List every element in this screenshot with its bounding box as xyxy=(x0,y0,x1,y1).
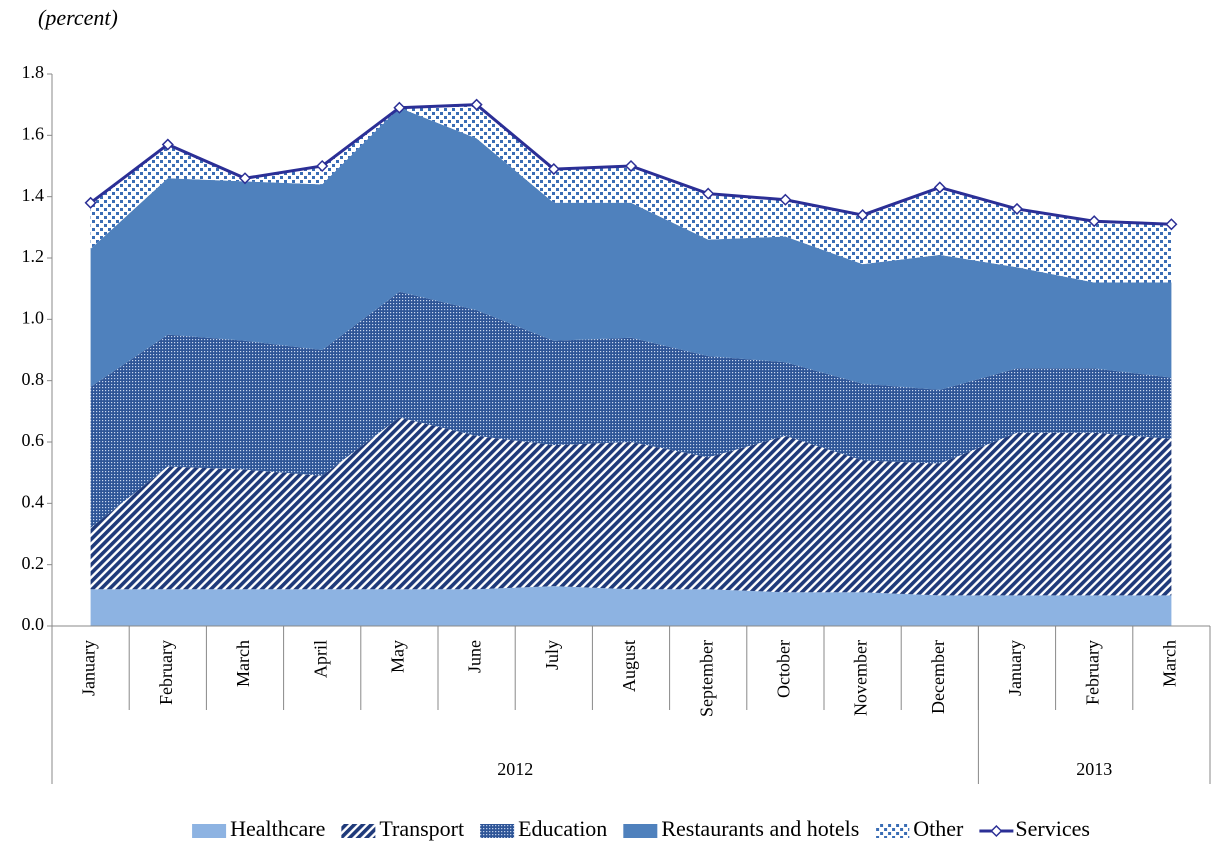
area-3 xyxy=(90,107,1172,390)
area-0 xyxy=(90,586,1172,626)
y-tick-label: 0.2 xyxy=(22,553,45,573)
group-label: 2012 xyxy=(497,759,533,779)
legend-label: Other xyxy=(913,816,964,841)
y-tick-label: 0.6 xyxy=(22,430,45,450)
legend-label: Transport xyxy=(379,816,464,841)
y-axis-label: (percent) xyxy=(38,5,118,30)
x-tick-label: April xyxy=(310,640,330,678)
area-2 xyxy=(90,291,1172,528)
marker xyxy=(161,138,174,151)
x-tick-label: November xyxy=(851,640,871,716)
x-tick-label: July xyxy=(542,640,562,670)
y-tick-label: 1.8 xyxy=(22,62,45,82)
marker xyxy=(316,159,329,173)
marker xyxy=(702,187,715,200)
y-tick-label: 1.2 xyxy=(22,246,45,266)
x-tick-label: March xyxy=(233,640,253,687)
marker xyxy=(1165,218,1178,231)
x-tick-label: October xyxy=(774,640,794,698)
x-tick-label: January xyxy=(1005,640,1025,696)
y-tick-label: 1.0 xyxy=(22,307,45,327)
legend-label: Education xyxy=(518,816,607,841)
marker xyxy=(393,101,406,114)
legend-swatch xyxy=(875,824,910,838)
marker xyxy=(856,209,869,222)
x-tick-label: May xyxy=(388,640,408,673)
marker xyxy=(470,98,483,111)
x-tick-label: January xyxy=(79,640,99,696)
legend: Healthcare Transport Education Restaurants … xyxy=(192,816,1090,841)
x-tick-label: September xyxy=(696,640,716,717)
x-tick-label: February xyxy=(1082,640,1102,705)
area-1 xyxy=(90,417,1172,596)
legend-swatch xyxy=(480,824,515,838)
group-label: 2013 xyxy=(1076,759,1112,779)
legend-swatch xyxy=(192,824,227,838)
y-tick-label: 0.0 xyxy=(22,614,45,634)
marker xyxy=(547,163,560,176)
legend-label: Healthcare xyxy=(230,816,325,841)
y-tick-label: 1.6 xyxy=(22,123,45,143)
area-4 xyxy=(90,104,1172,283)
marker xyxy=(933,181,946,194)
y-tick-label: 1.4 xyxy=(22,185,45,205)
x-tick-label: February xyxy=(156,640,176,705)
x-tick-label: December xyxy=(928,640,948,714)
x-tick-label: June xyxy=(465,640,485,673)
marker xyxy=(84,196,97,209)
marker xyxy=(624,159,638,173)
x-tick-label: August xyxy=(619,640,639,692)
legend-label: Restaurants and hotels xyxy=(661,816,859,841)
legend-swatch xyxy=(623,824,658,838)
marker xyxy=(1010,202,1024,215)
marker xyxy=(779,193,792,206)
legend-swatch xyxy=(341,824,376,838)
legend-label: Services xyxy=(1015,816,1090,841)
y-tick-label: 0.8 xyxy=(22,369,45,389)
marker xyxy=(238,172,252,185)
legend-swatch xyxy=(990,824,1003,838)
marker xyxy=(1088,215,1101,228)
x-tick-label: March xyxy=(1160,640,1180,687)
y-tick-label: 0.4 xyxy=(22,491,45,511)
